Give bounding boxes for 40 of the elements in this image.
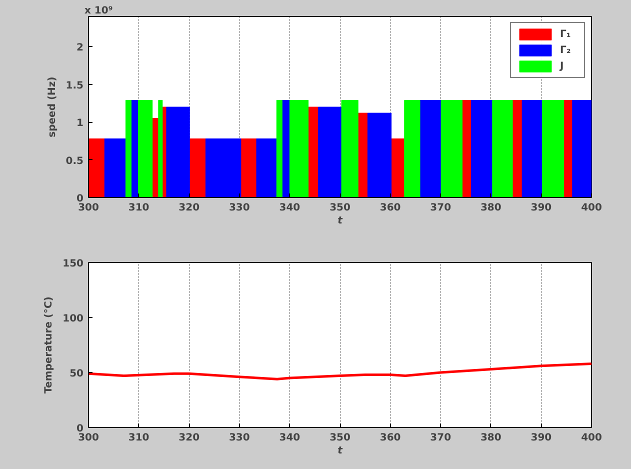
x-tick-label: 390	[530, 202, 552, 214]
x-tick-label: 400	[581, 432, 602, 444]
y-tick-label: 100	[62, 314, 84, 324]
x-tick-label: 380	[480, 432, 502, 444]
x-tick-label: 300	[78, 432, 99, 444]
x-tick-label: 380	[480, 202, 502, 214]
y-tick-label: 150	[62, 258, 84, 270]
y-tick-label: 2	[76, 42, 84, 54]
x-tick-label: 360	[380, 432, 401, 444]
x-tick-label: 320	[178, 432, 200, 444]
x-tick-label: 300	[78, 202, 99, 214]
y-tick-label: 1.5	[66, 80, 84, 92]
y-tick-label: 0.5	[66, 156, 84, 167]
x-tick-label: 310	[128, 202, 150, 214]
x-tick-label: 350	[330, 432, 350, 444]
x-axis-title: t	[338, 446, 344, 456]
x-tick-label: 340	[279, 432, 300, 444]
x-tick-label: 350	[330, 202, 350, 214]
x-tick-label: 360	[380, 202, 401, 214]
y-tick-label: 0	[76, 424, 84, 434]
y-tick-label: 1	[76, 118, 84, 130]
x-tick-label: 340	[279, 202, 300, 214]
x-tick-label: 320	[178, 202, 200, 214]
x-tick-label: 370	[430, 202, 452, 214]
y-axis-title: speed (Hz)	[46, 76, 58, 138]
x-tick-label: 310	[128, 432, 150, 444]
x-tick-label: 330	[228, 432, 250, 444]
legend-label: Γ₂	[560, 44, 572, 56]
text: x 10⁹	[84, 6, 113, 16]
y-tick-label: 50	[70, 368, 84, 380]
line-series	[88, 362, 592, 380]
y-tick-label: 0	[76, 194, 84, 204]
x-tick-label: 400	[581, 202, 602, 214]
legend-label: J	[560, 60, 565, 72]
y-axis-title: Temperature (°C)	[44, 296, 55, 394]
x-axis-title: t	[338, 216, 344, 226]
x-tick-label: 390	[530, 432, 552, 444]
x-tick-label: 370	[430, 432, 452, 444]
legend-label: Γ₁	[560, 28, 572, 40]
x-tick-label: 330	[228, 202, 250, 214]
